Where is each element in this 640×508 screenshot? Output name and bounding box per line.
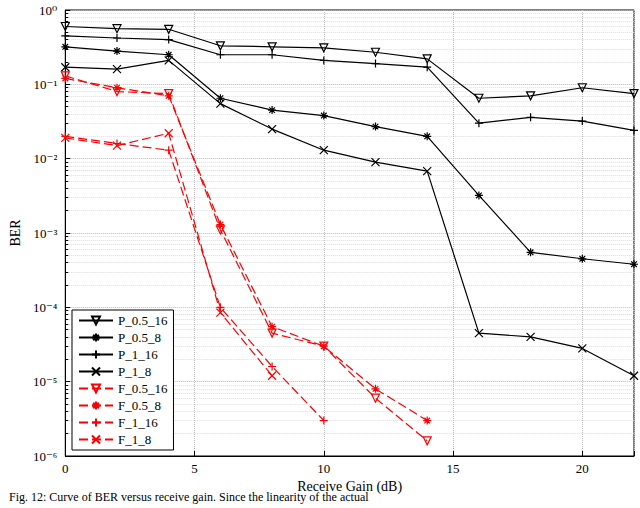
svg-text:P_0.5_16: P_0.5_16	[118, 313, 168, 328]
svg-text:20: 20	[576, 461, 589, 476]
svg-text:10⁻³: 10⁻³	[34, 226, 58, 241]
svg-text:P_1_16: P_1_16	[118, 347, 158, 362]
svg-text:BER: BER	[8, 219, 23, 247]
svg-text:P_1_8: P_1_8	[118, 364, 151, 379]
svg-text:10⁰: 10⁰	[39, 3, 57, 18]
svg-text:10⁻⁴: 10⁻⁴	[33, 300, 58, 315]
svg-text:Receive Gain (dB): Receive Gain (dB)	[297, 479, 403, 495]
svg-text:15: 15	[447, 461, 460, 476]
svg-text:F_1_8: F_1_8	[118, 432, 151, 447]
svg-text:P_0.5_8: P_0.5_8	[118, 330, 161, 345]
svg-text:Fig. 12: Curve of BER versus r: Fig. 12: Curve of BER versus receive gai…	[9, 490, 369, 504]
svg-text:10⁻¹: 10⁻¹	[34, 77, 58, 92]
svg-text:F_1_16: F_1_16	[118, 415, 158, 430]
svg-text:10⁻⁶: 10⁻⁶	[33, 449, 57, 464]
svg-text:F_0.5_16: F_0.5_16	[118, 381, 168, 396]
svg-text:10: 10	[317, 461, 330, 476]
svg-text:10⁻⁵: 10⁻⁵	[33, 374, 57, 389]
svg-text:0: 0	[62, 461, 69, 476]
svg-text:10⁻²: 10⁻²	[34, 151, 58, 166]
svg-text:F_0.5_8: F_0.5_8	[118, 398, 161, 413]
svg-text:5: 5	[191, 461, 198, 476]
